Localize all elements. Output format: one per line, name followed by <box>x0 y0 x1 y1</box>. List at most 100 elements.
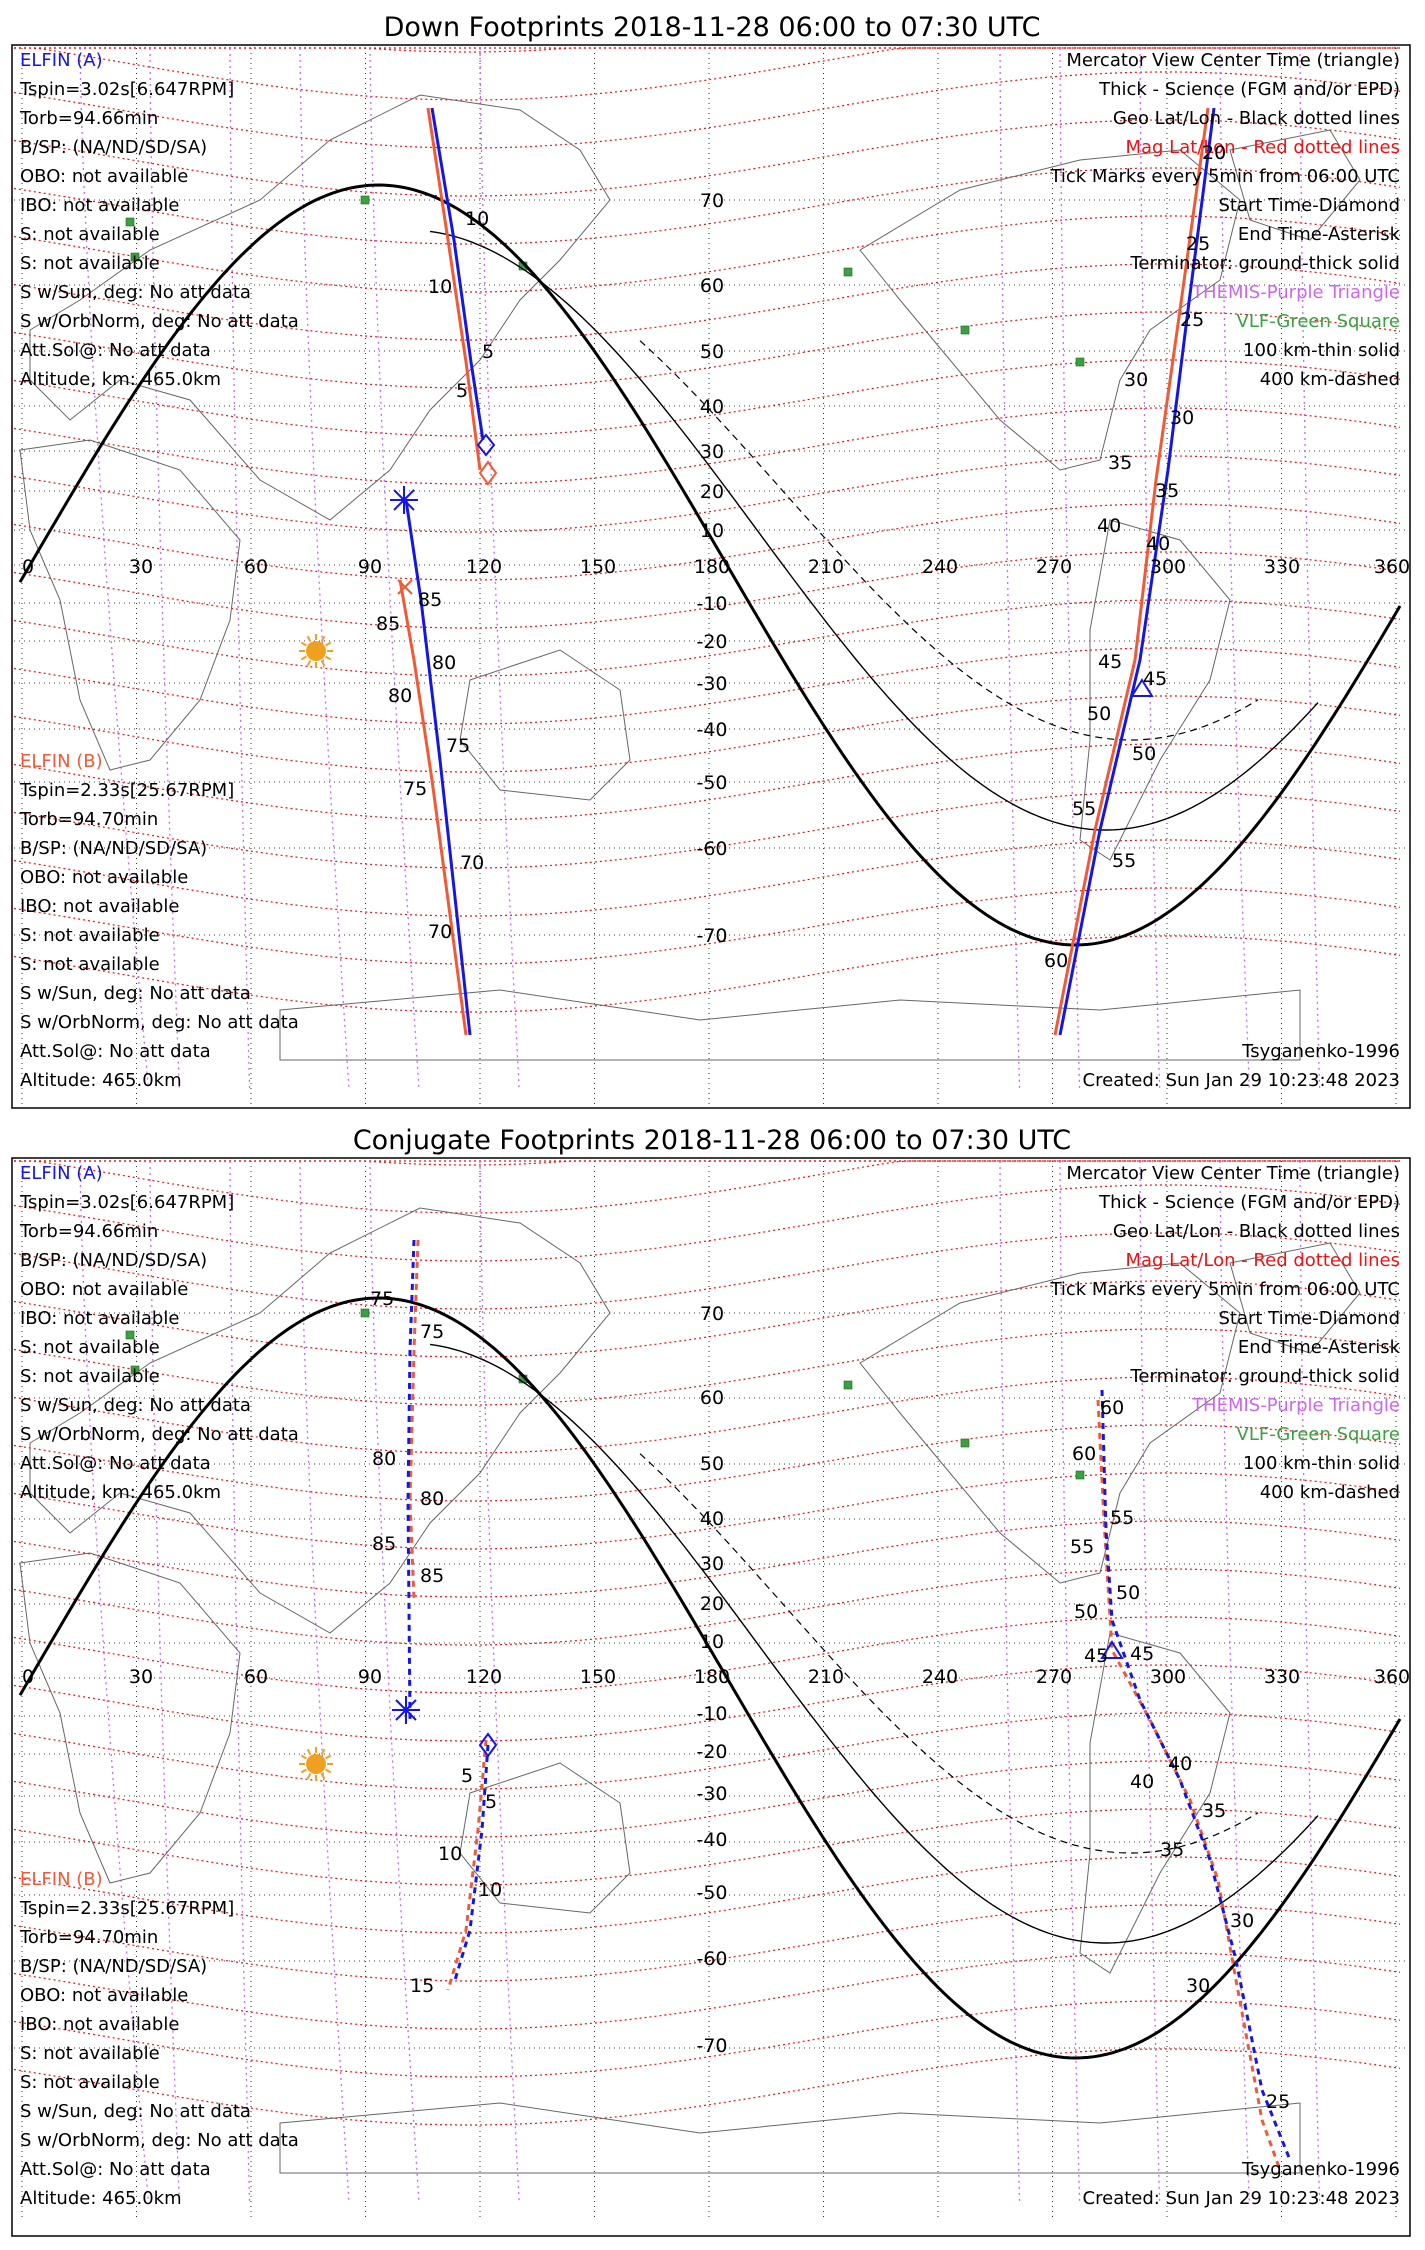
info-line: S w/Sun, deg: No att data <box>20 1395 251 1416</box>
created-label: Created: Sun Jan 29 10:23:48 2023 <box>1083 1070 1400 1091</box>
lon-tick-label: 60 <box>244 1666 268 1688</box>
lon-tick-label: 300 <box>1150 1666 1186 1688</box>
track-b-label: 15 <box>410 1975 434 1997</box>
lon-tick-label: 120 <box>466 556 502 578</box>
track-a-label: 35 <box>1202 1800 1226 1822</box>
track-a-label: 45 <box>1130 1643 1154 1665</box>
lon-tick-label: 60 <box>244 556 268 578</box>
legend-line: 100 km-thin solid <box>1243 1453 1400 1474</box>
map-frame <box>11 1157 1411 2237</box>
track-b-label: 45 <box>1098 651 1122 673</box>
coastlines <box>19 94 1361 1061</box>
legend-line: Mag Lat/Lon - Red dotted lines <box>1125 137 1400 158</box>
created-label: Created: Sun Jan 29 10:23:48 2023 <box>1083 2188 1400 2209</box>
info-line: OBO: not available <box>20 1985 188 2006</box>
legend-line: Tick Marks every 5min from 06:00 UTC <box>1049 166 1400 187</box>
track-a-label: 5 <box>485 1791 497 1813</box>
lon-tick-label: 330 <box>1264 556 1300 578</box>
sun-ray <box>306 635 312 642</box>
center-triangle <box>1100 1640 1124 1659</box>
elfin-b-label: ELFIN (B) <box>20 1869 103 1890</box>
track-a-label: 25 <box>1180 309 1204 331</box>
sun-ray <box>320 660 326 667</box>
map-graphics <box>13 1160 1408 2218</box>
lon-tick-label: 360 <box>1374 556 1410 578</box>
info-line: Tspin=3.02s[6.647RPM] <box>19 1192 234 1213</box>
legend: Mercator View Center Time (triangle) Thi… <box>1049 1163 1400 1503</box>
lat-tick-label: -10 <box>696 593 727 615</box>
coastline <box>19 1552 241 1884</box>
track-tick-labels: 75 80 85 5 10 60 55 50 45 40 35 30 25 75… <box>370 1288 1290 2113</box>
track-a-line <box>1058 107 1216 1036</box>
info-line: S: not available <box>20 2072 160 2093</box>
lon-tick-label: 150 <box>580 556 616 578</box>
sun-ray <box>306 1748 312 1755</box>
track-b-label: 35 <box>1160 1839 1184 1861</box>
lat-tick-label: 40 <box>700 1508 724 1530</box>
panel-conjugate: Conjugate Footprints 2018-11-28 06:00 to… <box>11 1125 1411 2237</box>
sun-ray <box>325 641 332 647</box>
info-line: Tspin=2.33s[25.67RPM] <box>19 780 234 801</box>
legend-line: Terminator: ground-thick solid <box>1129 253 1400 274</box>
track-a-label: 10 <box>465 208 489 230</box>
track-b-label: 55 <box>1070 1536 1094 1558</box>
legend-line: Mercator View Center Time (triangle) <box>1066 1163 1400 1184</box>
model-label: Tsyganenko-1996 <box>1241 1041 1400 1062</box>
info-line: IBO: not available <box>20 195 179 216</box>
info-line: Att.Sol@: No att data <box>20 340 211 361</box>
sun-ray <box>300 641 307 647</box>
info-line: Tspin=3.02s[6.647RPM] <box>19 79 234 100</box>
lat-tick-label: -70 <box>696 925 727 947</box>
track-b-label: 85 <box>376 613 400 635</box>
track-a-label: 85 <box>420 1565 444 1587</box>
legend-line: 400 km-dashed <box>1260 369 1400 390</box>
track-b-line <box>426 107 482 471</box>
track-b-label: 75 <box>370 1288 394 1310</box>
terminator-curves <box>18 183 1402 947</box>
info-line: Torb=94.66min <box>19 108 158 129</box>
track-b-label: 10 <box>428 276 452 298</box>
vlf-site-marker <box>125 217 135 227</box>
track-b-label: 40 <box>1130 1771 1154 1793</box>
latitude-axis-labels: 70 60 50 40 30 20 10 -10 -20 -30 -40 -50… <box>696 190 727 947</box>
track-b-line <box>408 1239 420 1601</box>
track-a-label: 55 <box>1112 850 1136 872</box>
elfin-a-info: ELFIN (A) Tspin=3.02s[6.647RPM] Torb=94.… <box>19 1163 299 1503</box>
track-a-label: 55 <box>1110 1507 1134 1529</box>
info-line: OBO: not available <box>20 166 188 187</box>
track-b-label: 35 <box>1108 452 1132 474</box>
legend-line: THEMIS-Purple Triangle <box>1191 1395 1400 1416</box>
mag-grid <box>13 47 1401 1089</box>
lat-tick-label: -70 <box>696 2035 727 2057</box>
legend-line: 400 km-dashed <box>1260 1482 1400 1503</box>
elfin-a-label: ELFIN (A) <box>20 1163 103 1184</box>
track-b-label: 85 <box>372 1533 396 1555</box>
legend-line: Thick - Science (FGM and/or EPD) <box>1098 1192 1400 1213</box>
lat-tick-label: 20 <box>700 481 724 503</box>
elfin-b-info: ELFIN (B) Tspin=2.33s[25.67RPM] Torb=94.… <box>19 1869 299 2209</box>
lon-tick-label: 210 <box>808 1666 844 1688</box>
track-b-line <box>446 1739 488 1991</box>
info-line: S w/Sun, deg: No att data <box>20 983 251 1004</box>
lon-tick-label: 240 <box>922 1666 958 1688</box>
info-line: S w/OrbNorm, deg: No att data <box>20 311 299 332</box>
legend: Mercator View Center Time (triangle) Thi… <box>1049 50 1400 390</box>
vlf-site-marker <box>130 252 140 262</box>
sun-ray <box>320 1748 326 1755</box>
lat-tick-label: 10 <box>700 1631 724 1653</box>
sun-ray <box>325 655 332 661</box>
lon-tick-label: 270 <box>1036 1666 1072 1688</box>
track-a-label: 75 <box>446 735 470 757</box>
coastline <box>459 649 631 801</box>
sun-icon <box>299 634 333 668</box>
track-b-label: 80 <box>388 685 412 707</box>
coastline <box>459 1762 631 1914</box>
geo-grid <box>14 48 1408 1105</box>
terminator-400km <box>639 340 1259 741</box>
geo-grid <box>14 1161 1408 2218</box>
legend-line: 100 km-thin solid <box>1243 340 1400 361</box>
info-line: S: not available <box>20 954 160 975</box>
legend-line: End Time-Asterisk <box>1238 224 1401 245</box>
track-a-line <box>406 1239 416 1721</box>
track-tick-labels: 10 5 85 80 75 70 20 25 30 35 40 45 50 55… <box>376 142 1226 972</box>
